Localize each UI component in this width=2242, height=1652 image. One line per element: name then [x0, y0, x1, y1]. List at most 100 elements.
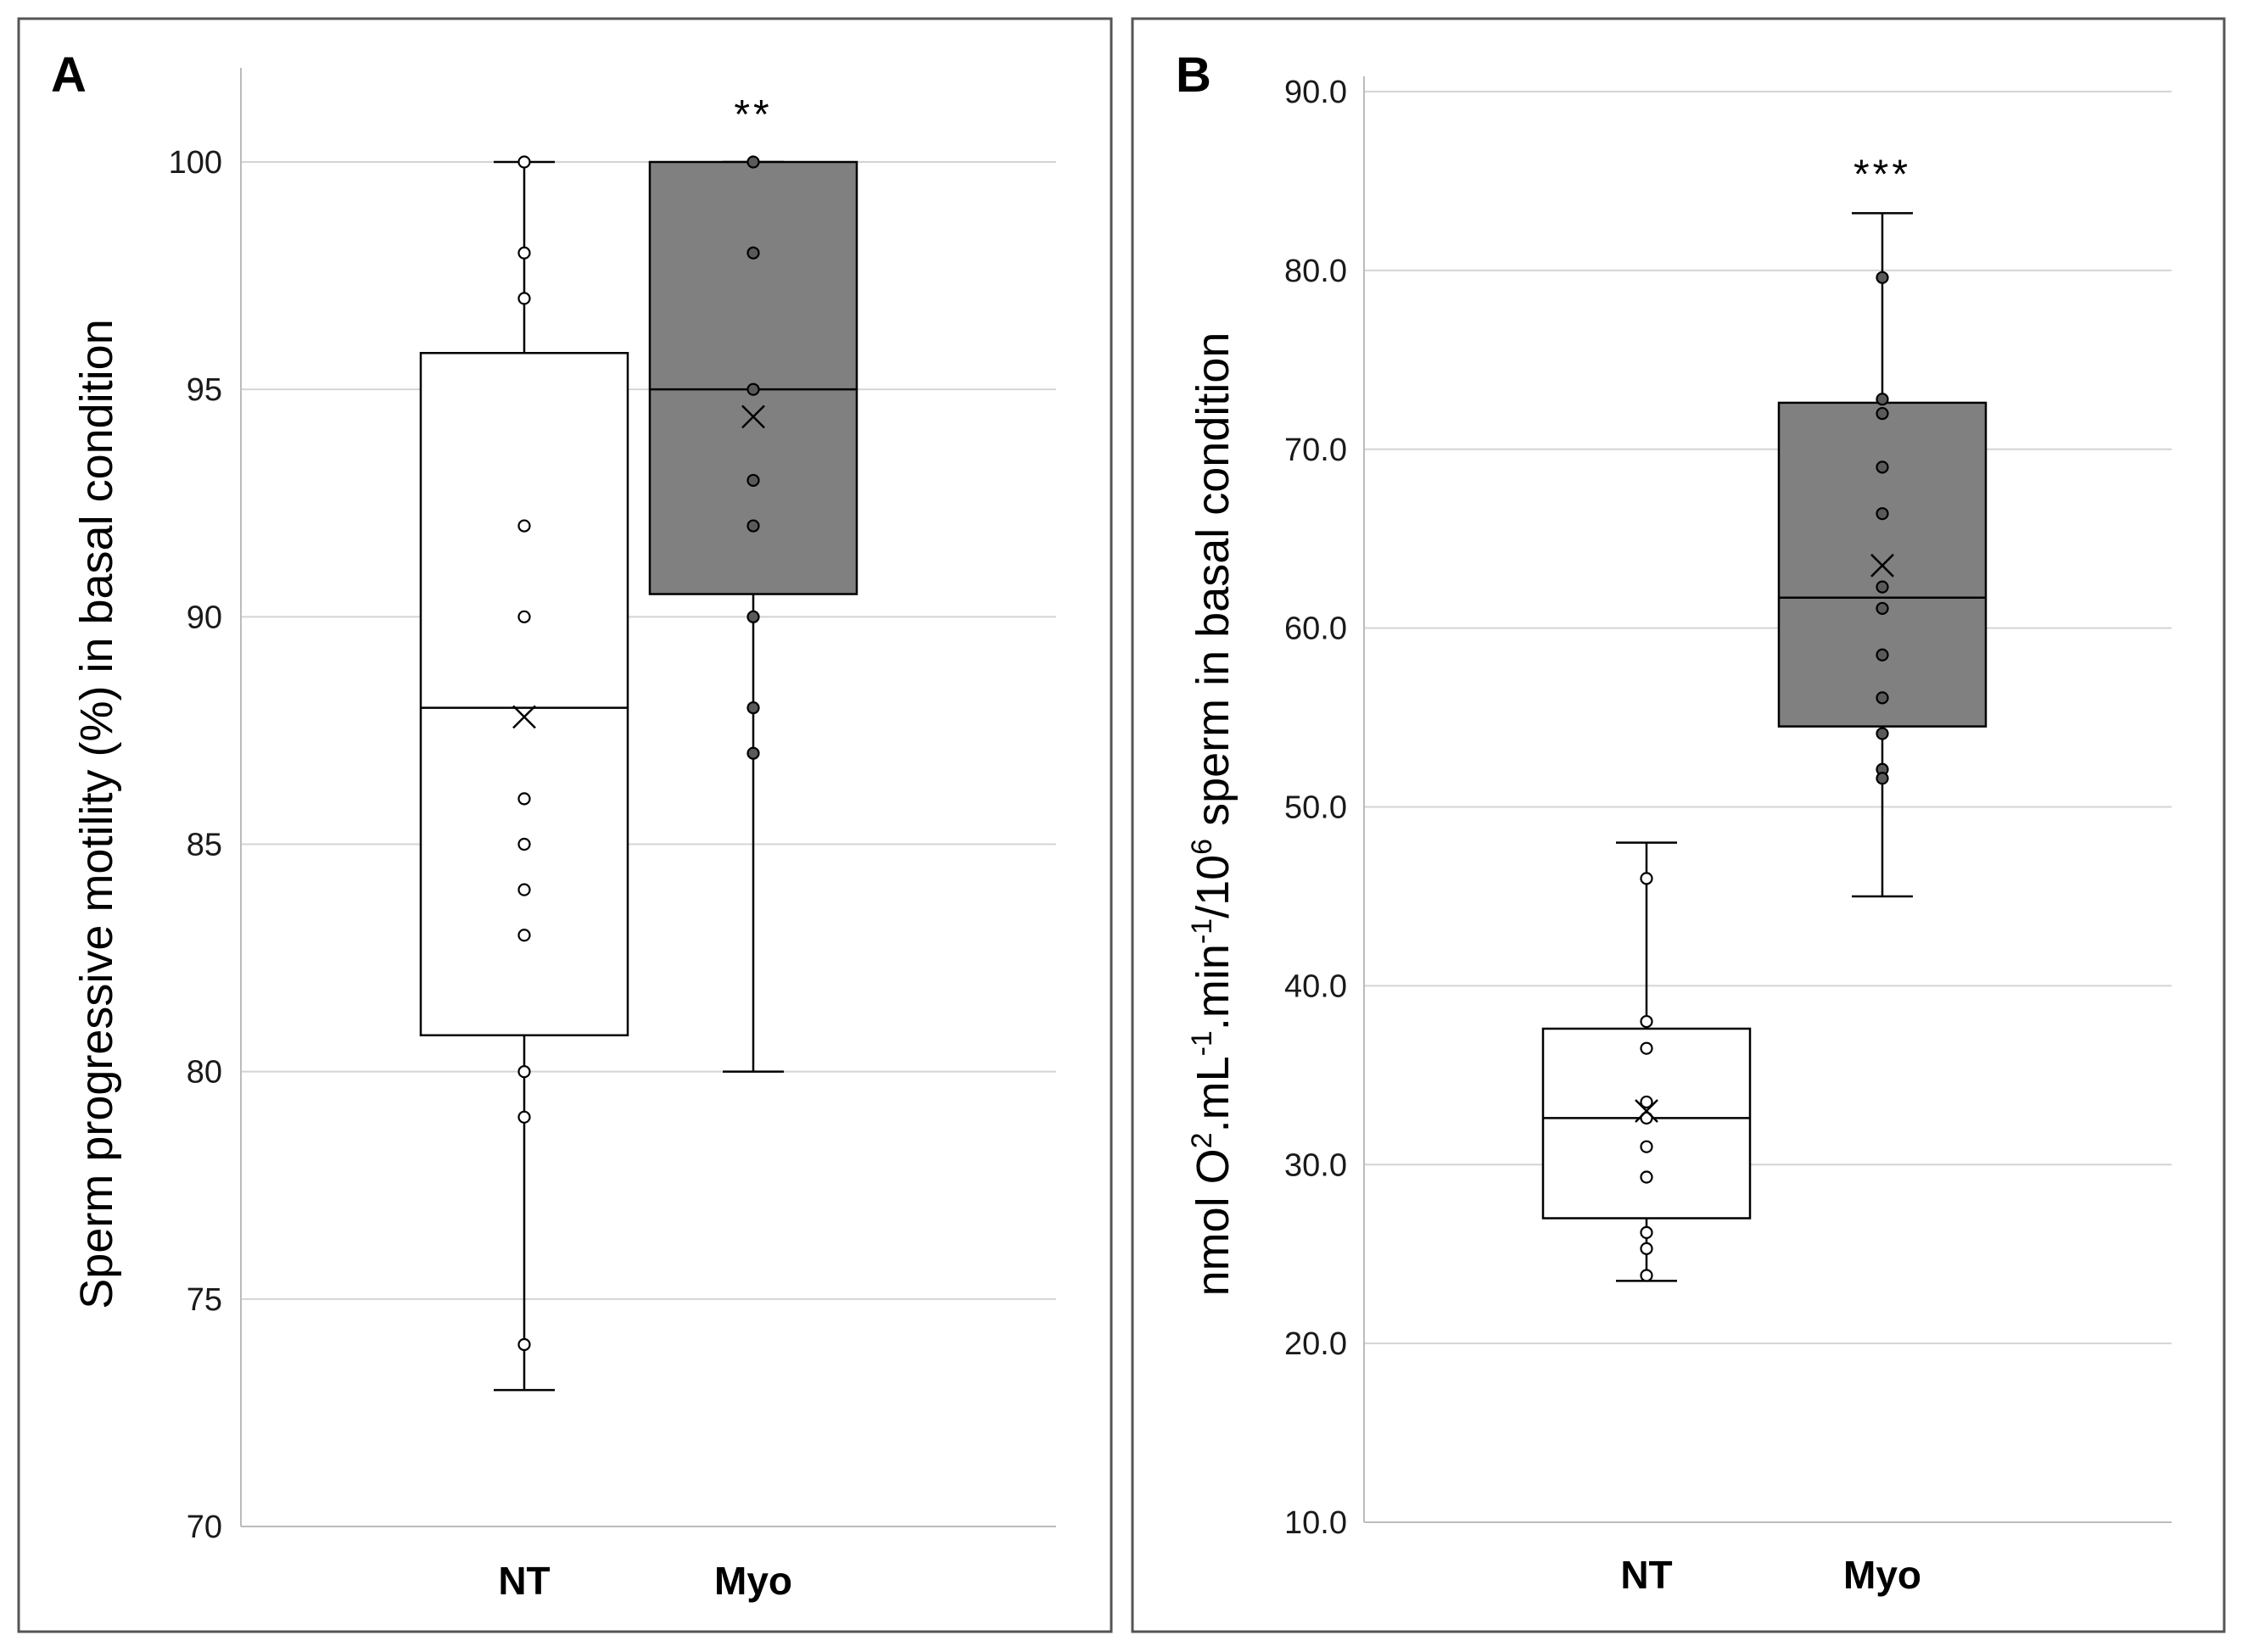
mean-marker [1635, 1099, 1658, 1123]
data-point [746, 382, 760, 396]
data-point [1876, 271, 1889, 284]
panel-b-boxplot-nt [1541, 841, 1752, 1282]
panel-a-category-label: Myo [714, 1559, 792, 1603]
data-point [1640, 1242, 1653, 1255]
data-point [1640, 1140, 1653, 1153]
panel-a-y-tick-label: 80 [187, 1055, 222, 1091]
panel-b-y-tick-label: 60.0 [1284, 611, 1347, 647]
panel-a-y-tick-label: 90 [187, 600, 222, 635]
iqr-box [419, 352, 629, 1037]
data-point [1876, 648, 1889, 661]
mean-marker [512, 705, 536, 729]
data-point [746, 155, 760, 169]
data-point [746, 473, 760, 488]
panel-b-frame [1131, 17, 2226, 1633]
data-point [1640, 1225, 1653, 1239]
data-point [1640, 1111, 1653, 1125]
data-point [517, 837, 531, 851]
data-point [1640, 1095, 1653, 1109]
data-point [1876, 393, 1889, 406]
data-point [517, 1065, 531, 1079]
data-point [1640, 1269, 1653, 1282]
panel-b: B 10.0 20.0 30.0 40.0 50.0 60.0 70.0 80.0 90.0 n… [1131, 17, 2226, 1633]
data-point [517, 883, 531, 896]
panel-b-ylabel-part: sperm in basal condition [1188, 332, 1238, 839]
data-point [1640, 872, 1653, 885]
significance-marker: *** [1853, 152, 1911, 197]
data-point [517, 1337, 531, 1352]
panel-a: A 70 75 80 85 90 95 100 Sperm progressive moti… [17, 17, 1113, 1633]
data-point [517, 519, 531, 533]
mean-marker [1870, 553, 1894, 578]
panel-a-y-tick-label: 70 [187, 1510, 222, 1545]
panel-a-boxplot-nt [419, 155, 629, 1392]
data-point [517, 292, 531, 305]
data-point [746, 700, 760, 715]
panel-b-ylabel-sup: 6 [1186, 839, 1218, 855]
panel-b-y-tick-label: 90.0 [1284, 75, 1347, 110]
data-point [1876, 460, 1889, 474]
data-point [1640, 1170, 1653, 1184]
panel-a-letter: A [51, 47, 87, 103]
panel-a-y-tick-label: 85 [187, 828, 222, 863]
panel-b-gridlines [1364, 91, 2172, 1523]
panel-b-category-labels: NT Myo [1620, 1553, 1921, 1597]
panel-b-category-label: NT [1620, 1553, 1672, 1597]
data-point [517, 246, 531, 260]
data-point [746, 519, 760, 533]
data-point [517, 929, 531, 942]
panel-a-y-tick-label: 100 [169, 145, 222, 181]
data-point [1640, 1041, 1653, 1055]
panel-b-ylabel-part: /10 [1188, 855, 1238, 918]
panel-b-ylabel-part: nmol O [1188, 1148, 1238, 1296]
data-point [517, 155, 531, 169]
mean-marker-stroke [512, 705, 536, 729]
panel-b-y-tick-label: 50.0 [1284, 790, 1347, 826]
panel-b-y-tick-label: 70.0 [1284, 433, 1347, 468]
panel-a-boxplot-myo: ** [648, 92, 858, 1073]
data-point [1876, 691, 1889, 705]
data-point [1876, 601, 1889, 616]
panel-a-gridlines [241, 161, 1056, 1527]
panel-a-y-tick-labels: 70 75 80 85 90 95 100 [169, 145, 222, 1545]
panel-a-y-tick-label: 75 [187, 1282, 222, 1318]
data-point [1876, 727, 1889, 740]
panel-b-boxplots: *** [1541, 152, 1988, 1282]
panel-b-y-axis-label: nmol O2.mL-1.min-1/106 sperm in basal co… [1186, 332, 1238, 1297]
panel-b-y-tick-label: 20.0 [1284, 1326, 1347, 1362]
data-point [746, 610, 760, 623]
panel-b-y-tick-label: 10.0 [1284, 1505, 1347, 1541]
panel-b-y-tick-label: 80.0 [1284, 254, 1347, 289]
data-point [1640, 1014, 1653, 1029]
data-point [1876, 580, 1889, 594]
significance-marker: ** [734, 92, 772, 137]
panel-b-ylabel-sup: -1 [1186, 1030, 1218, 1056]
data-point [1876, 406, 1889, 421]
panel-b-category-label: Myo [1843, 1553, 1921, 1597]
panel-b-ylabel-sup: -1 [1186, 918, 1218, 944]
panel-b-y-tick-label: 30.0 [1284, 1147, 1347, 1183]
panel-a-y-tick-label: 95 [187, 372, 222, 408]
panel-a-y-axis-label: Sperm progressive motility (%) in basal … [71, 319, 122, 1309]
panel-b-y-tick-label: 40.0 [1284, 968, 1347, 1004]
panel-b-boxplot-myo: *** [1777, 152, 1988, 898]
data-point [517, 792, 531, 806]
data-point [746, 246, 760, 260]
data-point [1876, 772, 1889, 785]
data-point [1876, 507, 1889, 521]
panel-a-category-labels: NT Myo [498, 1559, 792, 1603]
panel-a-boxplots: ** [419, 92, 858, 1392]
panel-a-category-label: NT [498, 1559, 550, 1603]
mean-marker [741, 405, 765, 429]
panel-b-y-tick-labels: 10.0 20.0 30.0 40.0 50.0 60.0 70.0 80.0 90.0 [1284, 75, 1347, 1541]
data-point [746, 746, 760, 760]
data-point [517, 1110, 531, 1124]
panel-b-letter: B [1176, 47, 1211, 103]
mean-marker-stroke [741, 405, 765, 429]
panel-b-ylabel-sup: 2 [1186, 1132, 1218, 1148]
mean-marker-stroke [1870, 553, 1894, 578]
panel-b-ylabel-part: .mL [1188, 1056, 1238, 1132]
data-point [517, 610, 531, 623]
panel-b-ylabel-part: .min [1188, 944, 1238, 1030]
